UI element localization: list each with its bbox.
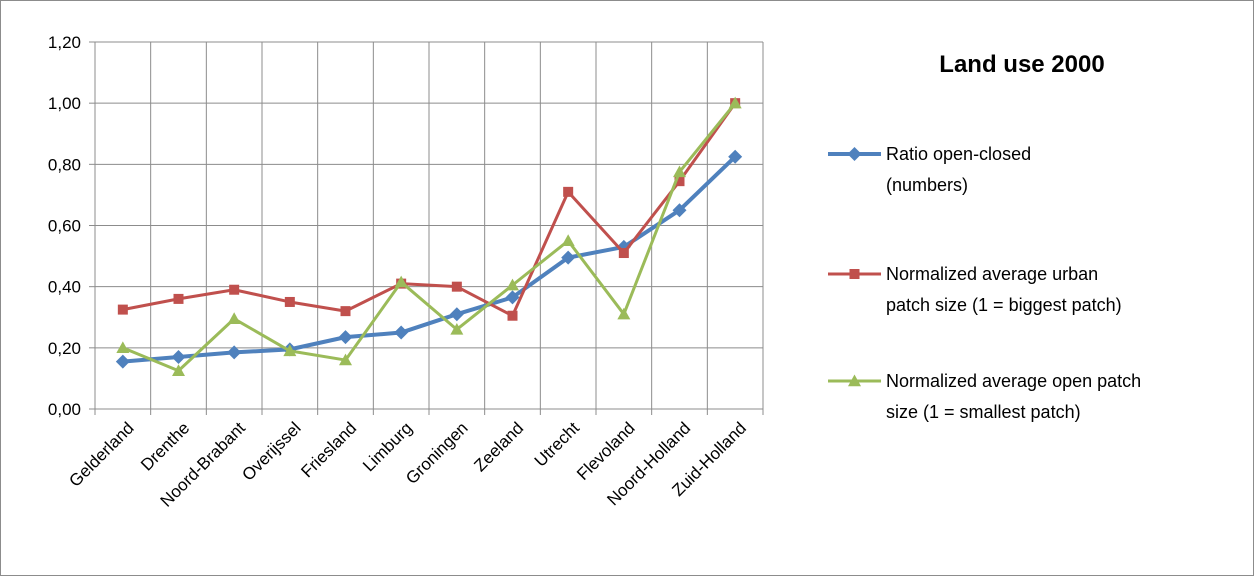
y-tick-label: 0,20: [48, 339, 81, 358]
legend: Ratio open-closed (numbers) Normalized ave…: [828, 144, 1141, 422]
legend-marker: [849, 269, 860, 279]
gridlines: [95, 41, 764, 409]
legend-label: Normalized average open patch: [886, 371, 1141, 391]
data-point: [563, 186, 574, 197]
legend-item-1: Ratio open-closed (numbers): [828, 144, 1031, 195]
data-point: [339, 353, 352, 366]
series-line: [122, 102, 737, 373]
data-point: [450, 322, 464, 335]
data-point: [506, 278, 519, 291]
data-point: [171, 350, 186, 365]
data-point: [451, 281, 462, 292]
data-point: [673, 165, 686, 178]
legend-marker: [847, 147, 862, 161]
legend-label: (numbers): [886, 175, 968, 195]
data-point: [561, 250, 576, 265]
legend-marker: [848, 374, 861, 387]
data-point: [117, 304, 128, 315]
data-point: [284, 296, 295, 307]
y-tick-label: 0,60: [48, 217, 81, 236]
legend-label: Ratio open-closed: [886, 144, 1031, 164]
data-point: [507, 310, 518, 321]
data-point: [394, 275, 408, 288]
data-point: [283, 344, 297, 357]
data-point: [172, 364, 185, 376]
legend-label: patch size (1 = biggest patch): [886, 295, 1122, 315]
x-tick-label: Zeeland: [470, 418, 527, 475]
data-point: [561, 234, 575, 246]
data-point: [449, 307, 464, 322]
y-tick-label: 1,00: [48, 94, 81, 113]
data-point: [505, 290, 520, 305]
y-tick-label: 0,00: [48, 400, 81, 419]
y-tick-label: 0,40: [48, 278, 81, 297]
legend-label: size (1 = smallest patch): [886, 402, 1081, 422]
data-point: [728, 149, 743, 164]
data-point: [618, 248, 629, 259]
data-point: [672, 203, 687, 218]
axes: 0,00 0,20 0,40 0,60 0,80 1,00 1,20 Gelderland Dr…: [48, 33, 764, 511]
x-tick-label: Drenthe: [137, 418, 193, 474]
legend-item-3: Normalized average open patch size (1 = s…: [828, 371, 1141, 422]
data-point: [227, 312, 241, 324]
legend-label: Normalized average urban: [886, 264, 1098, 284]
legend-item-2: Normalized average urban patch size (1 = …: [828, 264, 1122, 315]
x-tick-label: Friesland: [297, 418, 360, 481]
data-point: [116, 341, 130, 354]
data-point: [338, 330, 353, 345]
y-tick-label: 1,20: [48, 33, 81, 52]
series: [115, 96, 743, 376]
x-tick-label: Overijssel: [238, 418, 304, 484]
x-tick-label: Utrecht: [531, 418, 583, 470]
data-point: [617, 307, 631, 320]
data-point: [394, 325, 409, 340]
chart-title: Land use 2000: [939, 51, 1104, 78]
x-tick-label: Gelderland: [65, 418, 137, 490]
series-3: [116, 96, 742, 376]
x-tick-label: Limburg: [359, 418, 416, 475]
data-point: [229, 284, 240, 295]
data-point: [340, 306, 351, 317]
series-line: [122, 102, 737, 318]
y-tick-label: 0,80: [48, 155, 81, 174]
data-point: [227, 345, 242, 360]
data-point: [173, 293, 184, 304]
data-point: [674, 176, 685, 187]
data-point: [728, 96, 742, 109]
data-point: [115, 354, 130, 369]
